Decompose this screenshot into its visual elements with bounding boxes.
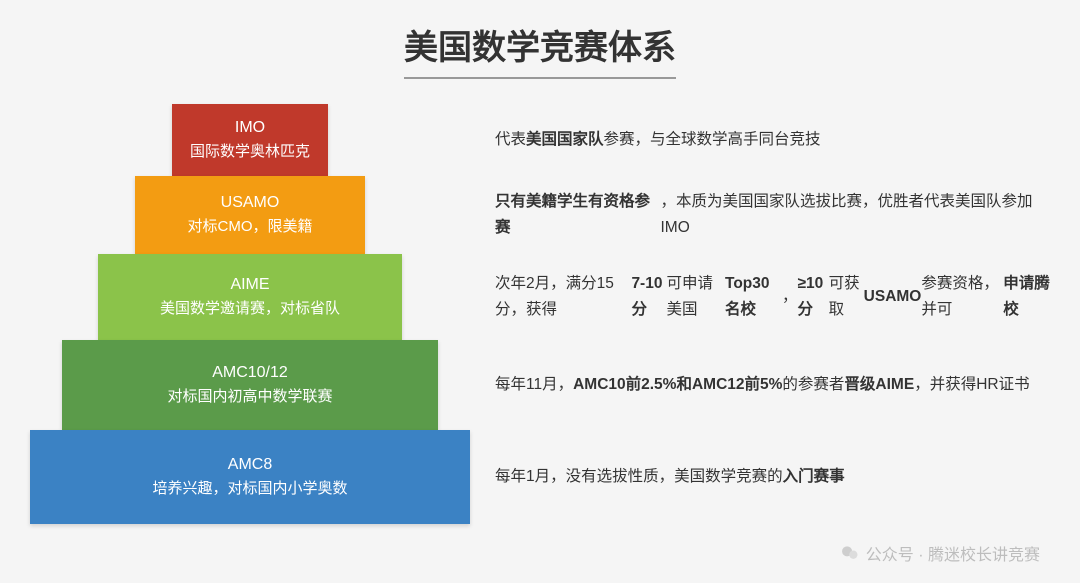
level-title: AMC10/12: [212, 363, 288, 384]
level-title: AIME: [230, 275, 269, 296]
pyramid-level-4: AMC8培养兴趣，对标国内小学奥数: [30, 430, 470, 524]
level-title: USAMO: [221, 193, 280, 214]
level-title: IMO: [235, 118, 265, 139]
description-row-1: 只有美籍学生有资格参赛，本质为美国国家队选拔比赛，优胜者代表美国队参加IMO: [495, 176, 1050, 254]
descriptions: 代表美国国家队参赛，与全球数学高手同台竞技只有美籍学生有资格参赛，本质为美国国家…: [495, 104, 1050, 563]
page-title: 美国数学竞赛体系: [404, 20, 676, 79]
level-subtitle: 对标CMO，限美籍: [188, 216, 313, 237]
wechat-icon: [840, 543, 860, 563]
watermark: 公众号 · 腾迷校长讲竞赛: [840, 541, 1040, 565]
pyramid-level-0: IMO国际数学奥林匹克: [172, 104, 328, 176]
description-row-4: 每年1月，没有选拔性质，美国数学竞赛的入门赛事: [495, 430, 1050, 524]
description-row-0: 代表美国国家队参赛，与全球数学高手同台竞技: [495, 104, 1050, 176]
level-subtitle: 美国数学邀请赛，对标省队: [160, 298, 340, 319]
description-row-3: 每年11月，AMC10前2.5%和AMC12前5%的参赛者晋级AIME，并获得H…: [495, 340, 1050, 430]
watermark-text: 公众号 · 腾迷校长讲竞赛: [866, 541, 1040, 565]
level-subtitle: 国际数学奥林匹克: [190, 141, 310, 162]
level-title: AMC8: [228, 455, 272, 476]
level-subtitle: 对标国内初高中数学联赛: [167, 386, 332, 407]
pyramid-level-3: AMC10/12对标国内初高中数学联赛: [62, 340, 438, 430]
pyramid: IMO国际数学奥林匹克USAMO对标CMO，限美籍AIME美国数学邀请赛，对标省…: [30, 104, 470, 563]
level-subtitle: 培养兴趣，对标国内小学奥数: [152, 478, 347, 499]
pyramid-level-2: AIME美国数学邀请赛，对标省队: [98, 254, 402, 340]
pyramid-level-1: USAMO对标CMO，限美籍: [135, 176, 365, 254]
description-row-2: 次年2月，满分15分，获得7-10分可申请美国Top30名校，≥10分可获取US…: [495, 254, 1050, 340]
